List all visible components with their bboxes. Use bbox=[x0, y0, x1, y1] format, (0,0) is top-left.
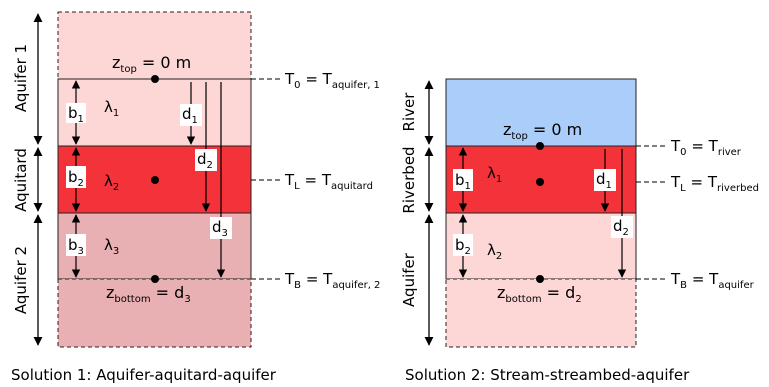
s1-b2-label: b2 bbox=[68, 168, 84, 189]
s1-aquifer1-layer bbox=[57, 78, 252, 147]
s2-boundary-top-label: T0 = Triver bbox=[670, 137, 742, 158]
s2-top-point bbox=[536, 142, 544, 150]
s1-side-label-bottom: Aquifer 2 bbox=[12, 246, 30, 314]
s2-bottom-point bbox=[536, 275, 544, 283]
s1-top-point bbox=[151, 75, 159, 83]
s1-side-label-middle: Aquitard bbox=[12, 148, 30, 212]
s2-d2-label-bg bbox=[611, 216, 633, 238]
s1-aquifer2-lower-layer bbox=[57, 278, 252, 348]
s2-d1-label: d1 bbox=[596, 170, 612, 191]
s2-aquifer-lower-layer bbox=[445, 278, 637, 348]
s1-lambda1: λ1 bbox=[104, 98, 119, 119]
s1-d1-label: d1 bbox=[182, 105, 198, 126]
s1-b3-label-bg bbox=[66, 234, 86, 256]
s1-z-bottom-label: zbottom = d3 bbox=[106, 283, 191, 305]
s2-aquifer-layer bbox=[445, 212, 637, 280]
s2-b2-label: b2 bbox=[455, 236, 471, 257]
s1-side-label-top: Aquifer 1 bbox=[12, 44, 30, 112]
s2-side-label-bottom: Aquifer bbox=[400, 252, 418, 307]
s1-caption: Solution 1: Aquifer-aquitard-aquifer bbox=[11, 366, 277, 384]
s2-mid-point bbox=[536, 178, 544, 186]
s1-boundary-bottom-label: TB = Taquifer, 2 bbox=[284, 270, 380, 291]
s1-b1-label-bg bbox=[66, 103, 86, 123]
s2-side-label-middle: Riverbed bbox=[400, 146, 418, 213]
s2-lambda2: λ2 bbox=[487, 241, 502, 262]
s1-bottom-point bbox=[151, 275, 159, 283]
s2-b1-label-bg bbox=[453, 169, 473, 191]
s1-d3-label-bg bbox=[210, 217, 232, 239]
s2-caption: Solution 2: Stream-streambed-aquifer bbox=[405, 366, 690, 384]
s1-mid-point bbox=[151, 176, 159, 184]
s1-z-top-label: ztop = 0 m bbox=[112, 53, 191, 75]
s1-d2-label: d2 bbox=[197, 150, 213, 171]
solution2-diagram: River Riverbed Aquifer b1 b2 λ1 λ2 ztop … bbox=[400, 78, 759, 384]
s2-boundary-mid-label: TL = Triverbed bbox=[670, 173, 759, 194]
s2-river-layer bbox=[445, 78, 637, 147]
s2-lambda1: λ1 bbox=[487, 164, 502, 185]
s2-b2-label-bg bbox=[453, 234, 473, 256]
s2-d2-label: d2 bbox=[613, 217, 629, 238]
s1-lambda2: λ2 bbox=[104, 172, 119, 193]
s1-b1-label: b1 bbox=[68, 104, 84, 125]
s1-d3-label: d3 bbox=[212, 218, 228, 239]
s2-d1-label-bg bbox=[594, 169, 616, 191]
s1-d1-label-bg bbox=[180, 104, 202, 126]
s1-aquifer1-upper-layer bbox=[57, 11, 252, 80]
s1-lambda3: λ3 bbox=[104, 236, 119, 257]
solution1-diagram: Aquifer 1 Aquitard Aquifer 2 b1 b2 b3 λ1… bbox=[11, 11, 380, 384]
s1-b2-label-bg bbox=[66, 166, 86, 188]
s1-d2-label-bg bbox=[195, 149, 217, 171]
s2-boundary-bottom-label: TB = Taquifer bbox=[670, 270, 755, 291]
s2-z-top-label: ztop = 0 m bbox=[503, 120, 582, 142]
s1-b3-label: b3 bbox=[68, 236, 84, 257]
s1-boundary-top-label: T0 = Taquifer, 1 bbox=[284, 70, 380, 91]
s1-boundary-mid-label: TL = Taquitard bbox=[284, 171, 373, 192]
s2-b1-label: b1 bbox=[455, 171, 471, 192]
s2-side-label-top: River bbox=[400, 92, 418, 132]
s2-z-bottom-label: zbottom = d2 bbox=[497, 283, 582, 305]
